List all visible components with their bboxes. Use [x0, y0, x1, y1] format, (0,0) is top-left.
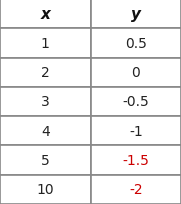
Bar: [0, 88, 90, 116]
Text: -1: -1: [129, 124, 143, 138]
Text: 3: 3: [41, 95, 50, 109]
Bar: [90, 116, 181, 146]
Text: -0.5: -0.5: [122, 95, 149, 109]
Bar: [0, 116, 90, 146]
Bar: [90, 175, 181, 204]
Text: 10: 10: [36, 182, 54, 196]
Text: 2: 2: [41, 66, 50, 80]
Text: 5: 5: [41, 153, 50, 167]
Text: 0: 0: [131, 66, 140, 80]
Text: 0.5: 0.5: [125, 37, 147, 51]
Text: 1: 1: [41, 37, 50, 51]
Text: y: y: [131, 7, 141, 22]
Text: 4: 4: [41, 124, 50, 138]
Bar: [0, 175, 90, 204]
Text: -1.5: -1.5: [122, 153, 149, 167]
Bar: [90, 29, 181, 58]
Bar: [0, 146, 90, 175]
Bar: [0, 58, 90, 88]
Bar: [90, 0, 181, 29]
Text: -2: -2: [129, 182, 143, 196]
Bar: [0, 29, 90, 58]
Text: x: x: [40, 7, 50, 22]
Bar: [90, 88, 181, 116]
Bar: [90, 146, 181, 175]
Bar: [90, 58, 181, 88]
Bar: [0, 0, 90, 29]
